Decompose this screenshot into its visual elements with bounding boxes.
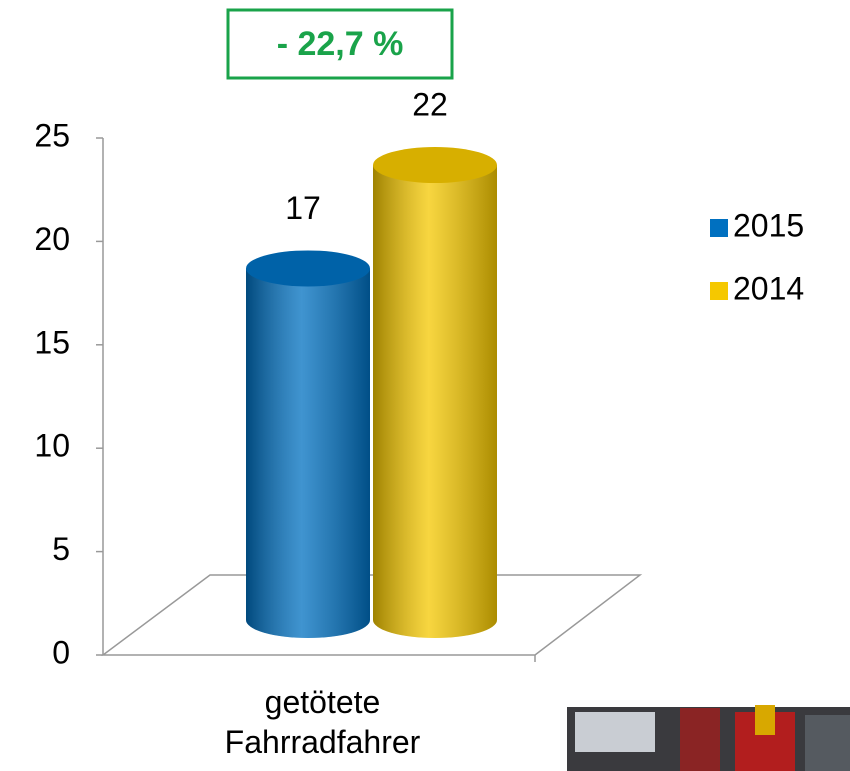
y-tick-label: 10 [34,428,70,464]
bar [246,250,370,638]
bar [373,147,497,638]
y-tick-label: 20 [34,221,70,257]
data-label: 22 [412,86,448,122]
data-label: 17 [285,190,321,226]
x-tick-label: getötete Fahrradfahrer [224,684,421,760]
annotation: - 22,7 % [277,25,404,63]
legend-label: 2015 [733,207,804,243]
legend-swatch [710,282,728,300]
y-tick-label: 5 [52,531,70,567]
y-tick-label: 15 [34,324,70,360]
legend-label: 2014 [733,270,804,306]
floor [100,574,643,656]
y-tick-label: 0 [52,634,70,670]
y-tick-label: 25 [34,117,70,153]
annotation-box [226,8,454,80]
legend-swatch [710,219,728,237]
photo [567,705,850,771]
